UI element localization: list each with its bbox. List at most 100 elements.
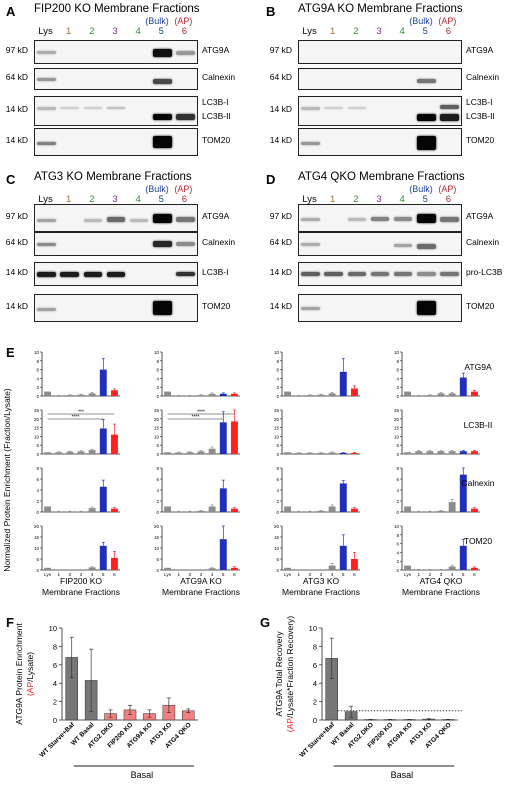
y-tick-label: 2 xyxy=(396,499,399,504)
y-tick-label: 20 xyxy=(394,417,400,422)
blot-strip xyxy=(34,232,198,256)
y-tick-label: 15 xyxy=(394,426,400,431)
protein-label: Calnexin xyxy=(202,72,236,82)
bar xyxy=(470,451,478,454)
y-tick-label: 6 xyxy=(36,368,39,373)
protein-band xyxy=(37,219,56,223)
kd-marker: 64 kD xyxy=(5,237,28,247)
lane-label: 2 xyxy=(89,194,95,205)
kd-marker: 14 kD xyxy=(269,267,292,277)
bar xyxy=(88,567,96,570)
lane-label: 3 xyxy=(112,194,118,205)
bar xyxy=(317,394,325,396)
bar xyxy=(88,393,96,396)
y-tick-label: 2 xyxy=(396,385,399,390)
y-tick-label: 0 xyxy=(36,510,39,515)
ap-label: (AP) xyxy=(438,16,457,26)
bar xyxy=(284,391,292,396)
mini-chart: 0 2 4 6 8 xyxy=(36,466,120,515)
bar xyxy=(295,452,303,454)
y-tick-label: 5 xyxy=(276,443,279,448)
mini-chart: 0 5 10 15 20 Lys 1 2 3 4 5 6 xyxy=(154,524,240,577)
protein-band xyxy=(83,271,103,277)
protein-band xyxy=(176,51,195,56)
y-tick-label: 4 xyxy=(53,679,57,688)
protein-band xyxy=(153,136,172,148)
row-label: TOM20 xyxy=(464,536,492,546)
bar xyxy=(55,511,63,512)
protein-band xyxy=(393,272,413,276)
kd-marker: 14 kD xyxy=(5,135,28,145)
protein-label: LC3B-II xyxy=(466,111,495,121)
bar xyxy=(339,545,347,570)
lane-label: 3 xyxy=(376,194,382,205)
lane-label: Lys xyxy=(302,26,317,37)
x-tick-label: Lys xyxy=(284,572,292,577)
protein-band xyxy=(301,272,320,276)
y-tick-label: 0 xyxy=(156,510,159,515)
lane-label: 3 xyxy=(112,26,118,37)
bar xyxy=(208,568,216,570)
protein-band xyxy=(440,104,459,109)
bar xyxy=(448,502,456,512)
x-tick-label: 6 xyxy=(473,572,476,577)
protein-band xyxy=(83,219,103,223)
y-tick-label: 20 xyxy=(154,524,160,529)
y-axis-label: ATG9A Total Recovery xyxy=(274,631,284,717)
protein-band xyxy=(347,272,367,276)
column-label: Membrane Fractions xyxy=(162,587,240,597)
y-tick-label: 6 xyxy=(396,368,399,373)
x-tick-label: 5 xyxy=(342,572,345,577)
y-tick-label: 6 xyxy=(276,368,279,373)
y-tick-label: 0 xyxy=(53,716,57,725)
x-tick-label: 5 xyxy=(102,572,105,577)
lane-label: 6 xyxy=(445,194,452,205)
bar xyxy=(459,377,467,396)
y-tick-label: 2 xyxy=(313,698,317,707)
y-tick-label: 10 xyxy=(274,350,280,355)
bar xyxy=(66,395,74,396)
bar xyxy=(339,483,347,512)
blot-strip xyxy=(298,128,462,156)
bar xyxy=(284,506,292,512)
row-label: ATG9A xyxy=(464,362,492,372)
protein-band xyxy=(324,107,343,110)
bar xyxy=(197,395,205,396)
protein-label: Calnexin xyxy=(466,72,500,82)
group-label: Basal xyxy=(391,770,414,780)
protein-band xyxy=(176,242,195,246)
protein-band xyxy=(417,301,436,315)
bar xyxy=(230,421,238,454)
lane-label: 4 xyxy=(135,194,141,205)
blot-strip xyxy=(34,40,198,64)
bar xyxy=(437,393,445,396)
panel-e-chart-grid: Normalized Protein Enrichment (Fraction/… xyxy=(2,350,495,597)
lane-label: 4 xyxy=(135,26,141,37)
bar xyxy=(448,393,456,396)
bar xyxy=(44,452,52,454)
y-tick-label: 2 xyxy=(276,499,279,504)
y-tick-label: 5 xyxy=(396,443,399,448)
x-tick-label: 4 xyxy=(91,572,94,577)
lane-label: 6 xyxy=(181,26,188,37)
bar xyxy=(350,559,358,570)
kd-marker: 64 kD xyxy=(269,72,292,82)
blot-panel-d: D ATG4 QKO Membrane Fractions (Bulk) (AP) Ly… xyxy=(260,168,520,338)
protein-label: TOM20 xyxy=(466,301,495,311)
blot-title-d: ATG4 QKO Membrane Fractions xyxy=(298,171,465,183)
kd-marker: 14 kD xyxy=(5,104,28,114)
protein-label: LC3B-I xyxy=(202,267,229,277)
bar xyxy=(99,428,107,454)
significance-label: **** xyxy=(72,415,80,421)
column-label: ATG9A KO xyxy=(180,576,222,586)
mini-chart: 0 2 4 6 8 10 xyxy=(34,350,120,399)
bulk-label: (Bulk) xyxy=(145,184,169,194)
y-tick-label: 15 xyxy=(154,535,160,540)
bar xyxy=(110,557,118,570)
y-tick-label: 0 xyxy=(156,394,159,399)
y-tick-label: 0 xyxy=(396,452,399,457)
x-tick-label: 5 xyxy=(222,572,225,577)
y-tick-label: 2 xyxy=(156,385,159,390)
significance-label: **** xyxy=(197,410,205,416)
bar xyxy=(306,395,314,396)
